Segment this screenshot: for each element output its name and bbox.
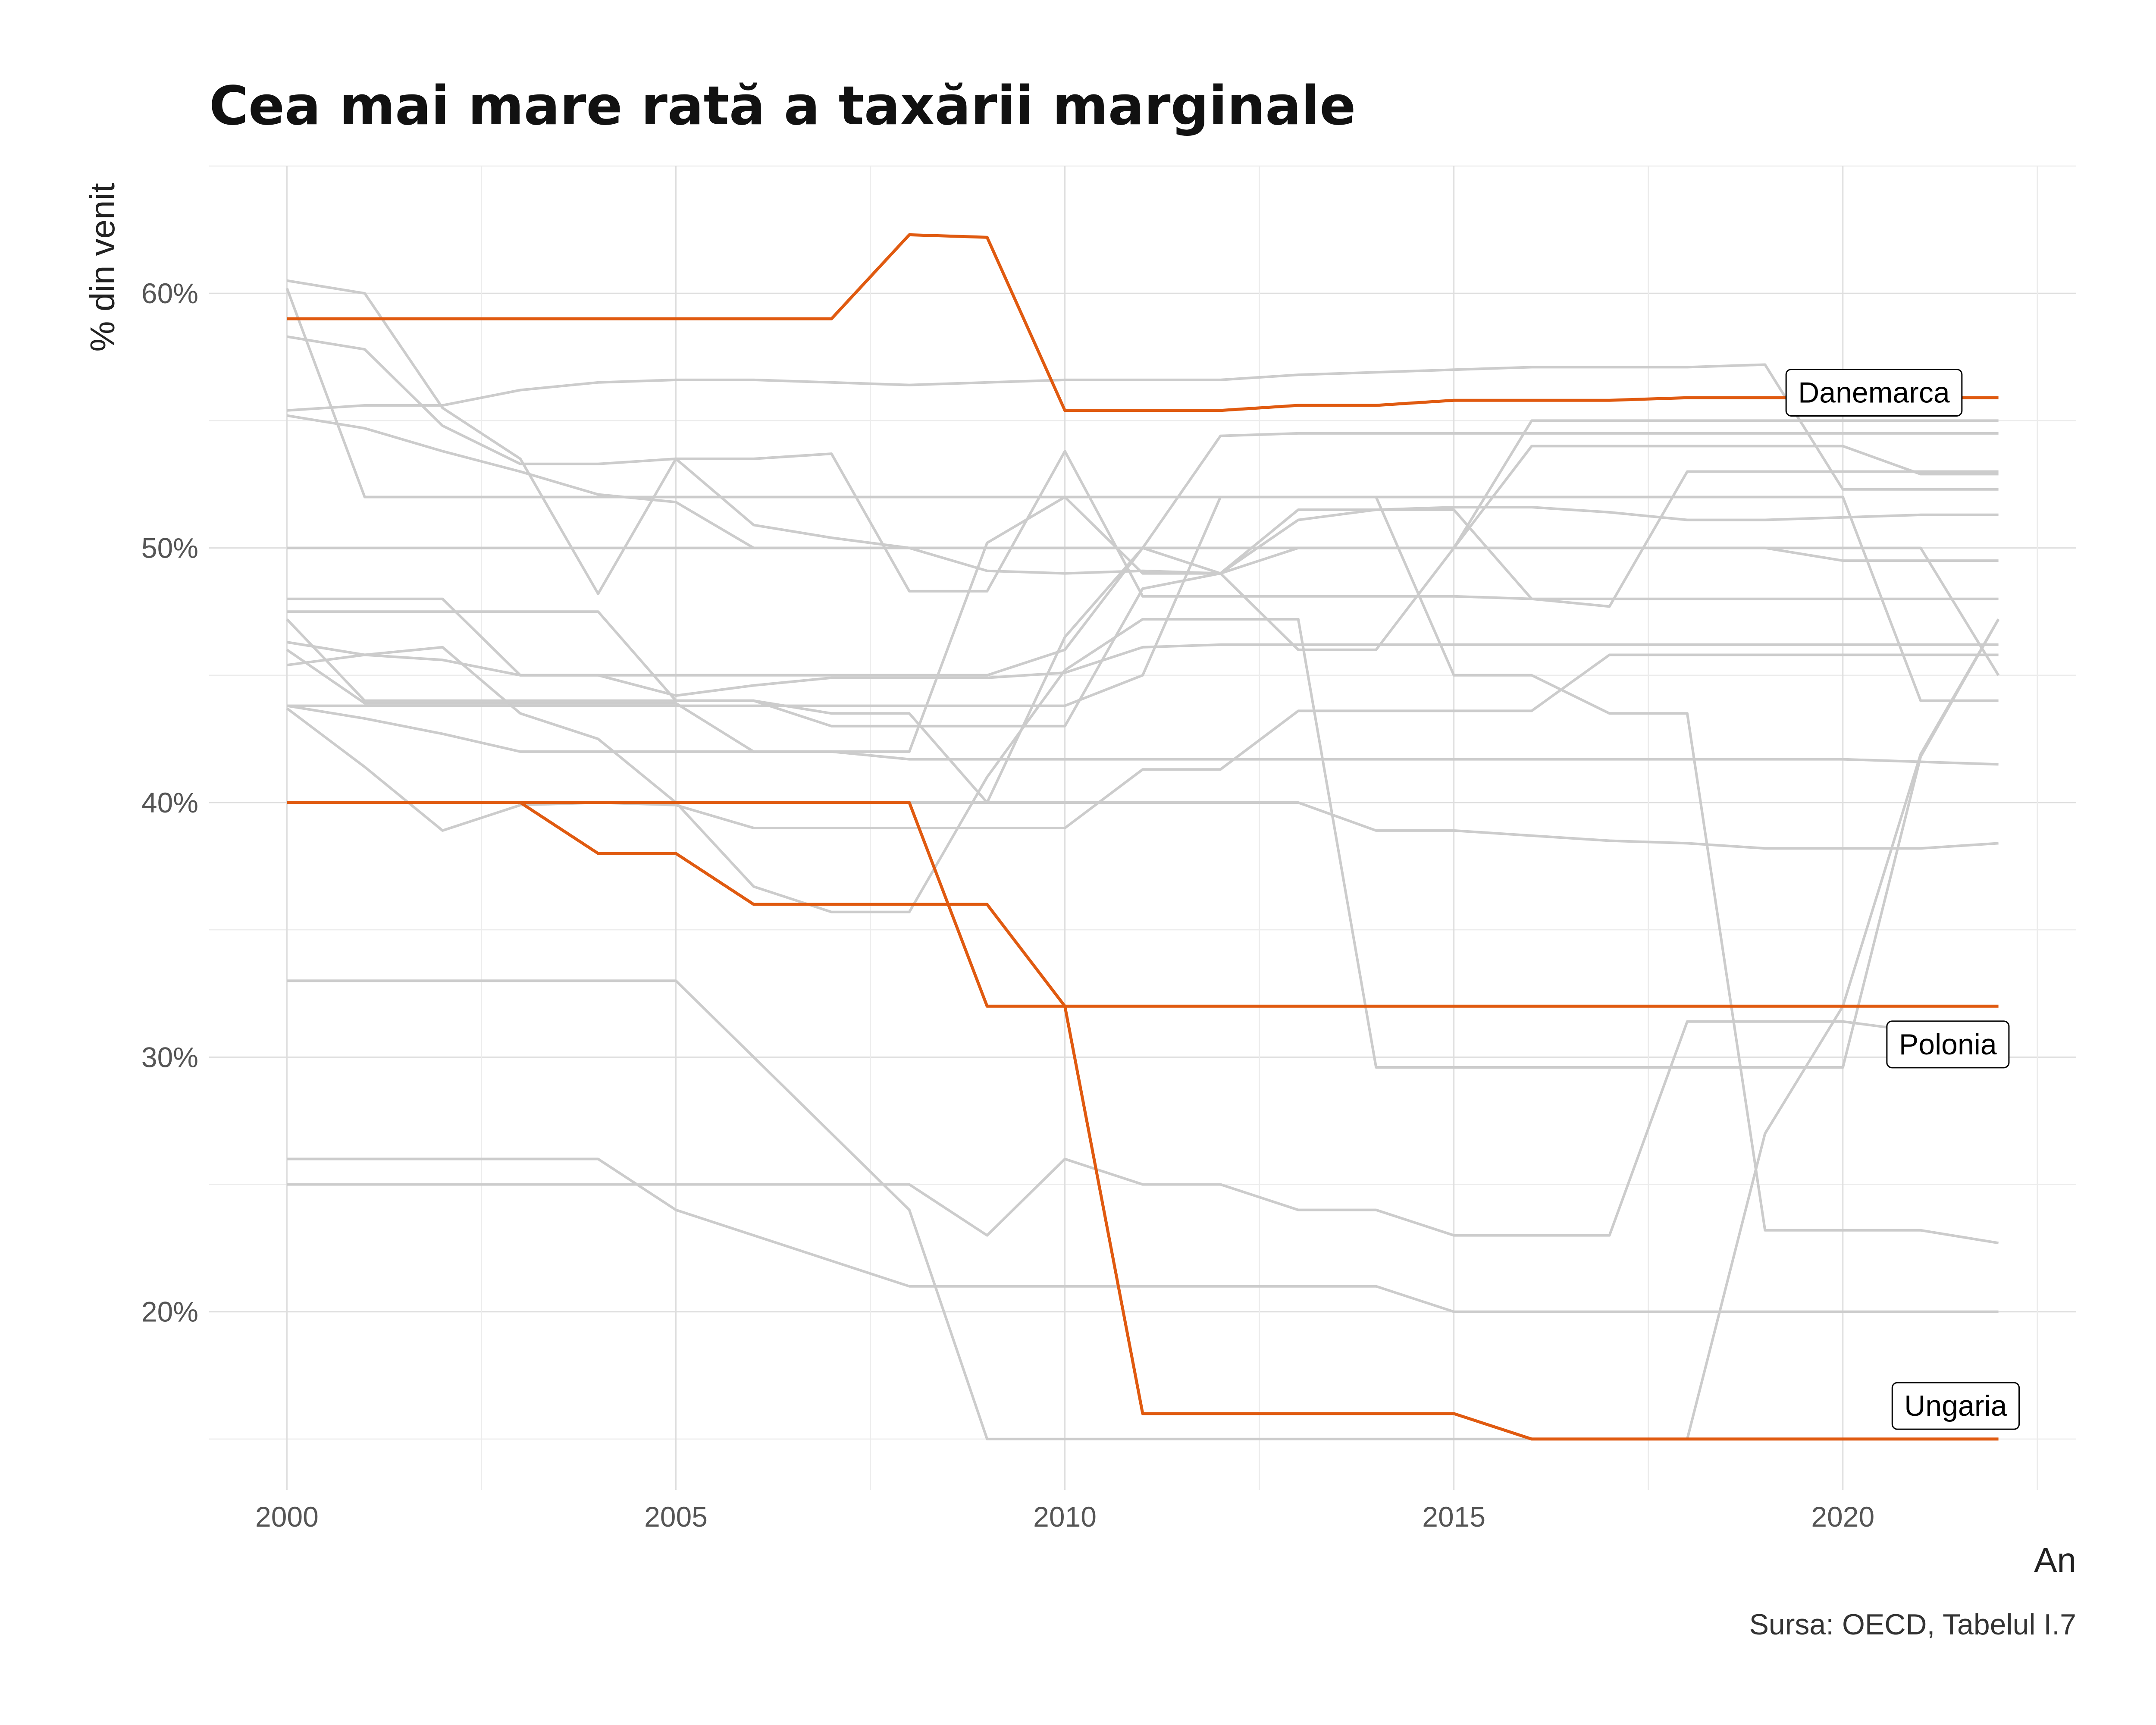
background-series-line-14 — [287, 496, 1999, 1245]
y-tick-label: 60% — [141, 277, 198, 309]
x-tick-label: 2010 — [1033, 1501, 1097, 1533]
background-series-line-17 — [287, 618, 2000, 1440]
background-series-line-12 — [286, 432, 1999, 804]
label-box — [1785, 368, 1963, 417]
background-series-line-13 — [286, 704, 1999, 766]
y-axis-title: % din venit — [83, 183, 122, 351]
y-tick-label: 20% — [141, 1296, 198, 1328]
x-tick-label: 2015 — [1422, 1501, 1485, 1533]
background-series-line-10 — [286, 496, 1999, 753]
series-line-polonia — [287, 801, 1999, 1008]
background-series — [285, 279, 2000, 1440]
background-series-line-15 — [286, 653, 1999, 832]
background-series-line-3 — [286, 335, 1999, 575]
highlight-series — [287, 233, 1999, 1441]
y-axis-ticks: 20% 30% 40% 50% 60% — [141, 277, 198, 1328]
background-series-line-9 — [286, 618, 2000, 1069]
label-text: Danemarca — [1798, 376, 1950, 409]
series-line-ungaria — [287, 801, 1999, 1441]
chart-title: Cea mai mare rată a taxării marginale — [209, 75, 1356, 137]
y-tick-label: 40% — [141, 787, 198, 819]
label-polonia: Polonia — [1886, 1020, 2010, 1069]
background-series-line-2 — [287, 363, 1999, 491]
background-series-line-11 — [287, 643, 1999, 697]
background-series-line-18 — [287, 1157, 1999, 1313]
label-ungaria: Ungaria — [1891, 1382, 2020, 1430]
series-line-danemarca — [287, 233, 1999, 412]
y-tick-label: 30% — [141, 1041, 198, 1073]
background-series-line-19 — [287, 1020, 1999, 1237]
y-tick-label: 50% — [141, 532, 198, 564]
label-box — [1891, 1382, 2020, 1430]
x-axis-title: An — [2034, 1541, 2076, 1579]
series-labels: Danemarca Polonia Ungaria — [1785, 368, 2020, 1430]
background-series-line-8 — [287, 445, 1999, 728]
background-series-line-16 — [287, 801, 1999, 850]
label-text: Ungaria — [1904, 1389, 2007, 1422]
background-series-line-5 — [285, 288, 1999, 702]
x-tick-label: 2020 — [1811, 1501, 1874, 1533]
label-box — [1886, 1020, 2010, 1069]
background-series-line-4 — [286, 414, 1999, 562]
label-text: Polonia — [1899, 1028, 1997, 1061]
x-tick-label: 2000 — [255, 1501, 319, 1533]
x-tick-label: 2005 — [644, 1501, 708, 1533]
x-axis-ticks: 2000 2005 2010 2015 2020 — [255, 1501, 1874, 1533]
label-danemarca: Danemarca — [1785, 368, 1963, 417]
background-series-line-1 — [286, 279, 1999, 608]
grid — [209, 165, 2076, 1490]
caption: Sursa: OECD, Tabelul I.7 — [1749, 1608, 2076, 1641]
